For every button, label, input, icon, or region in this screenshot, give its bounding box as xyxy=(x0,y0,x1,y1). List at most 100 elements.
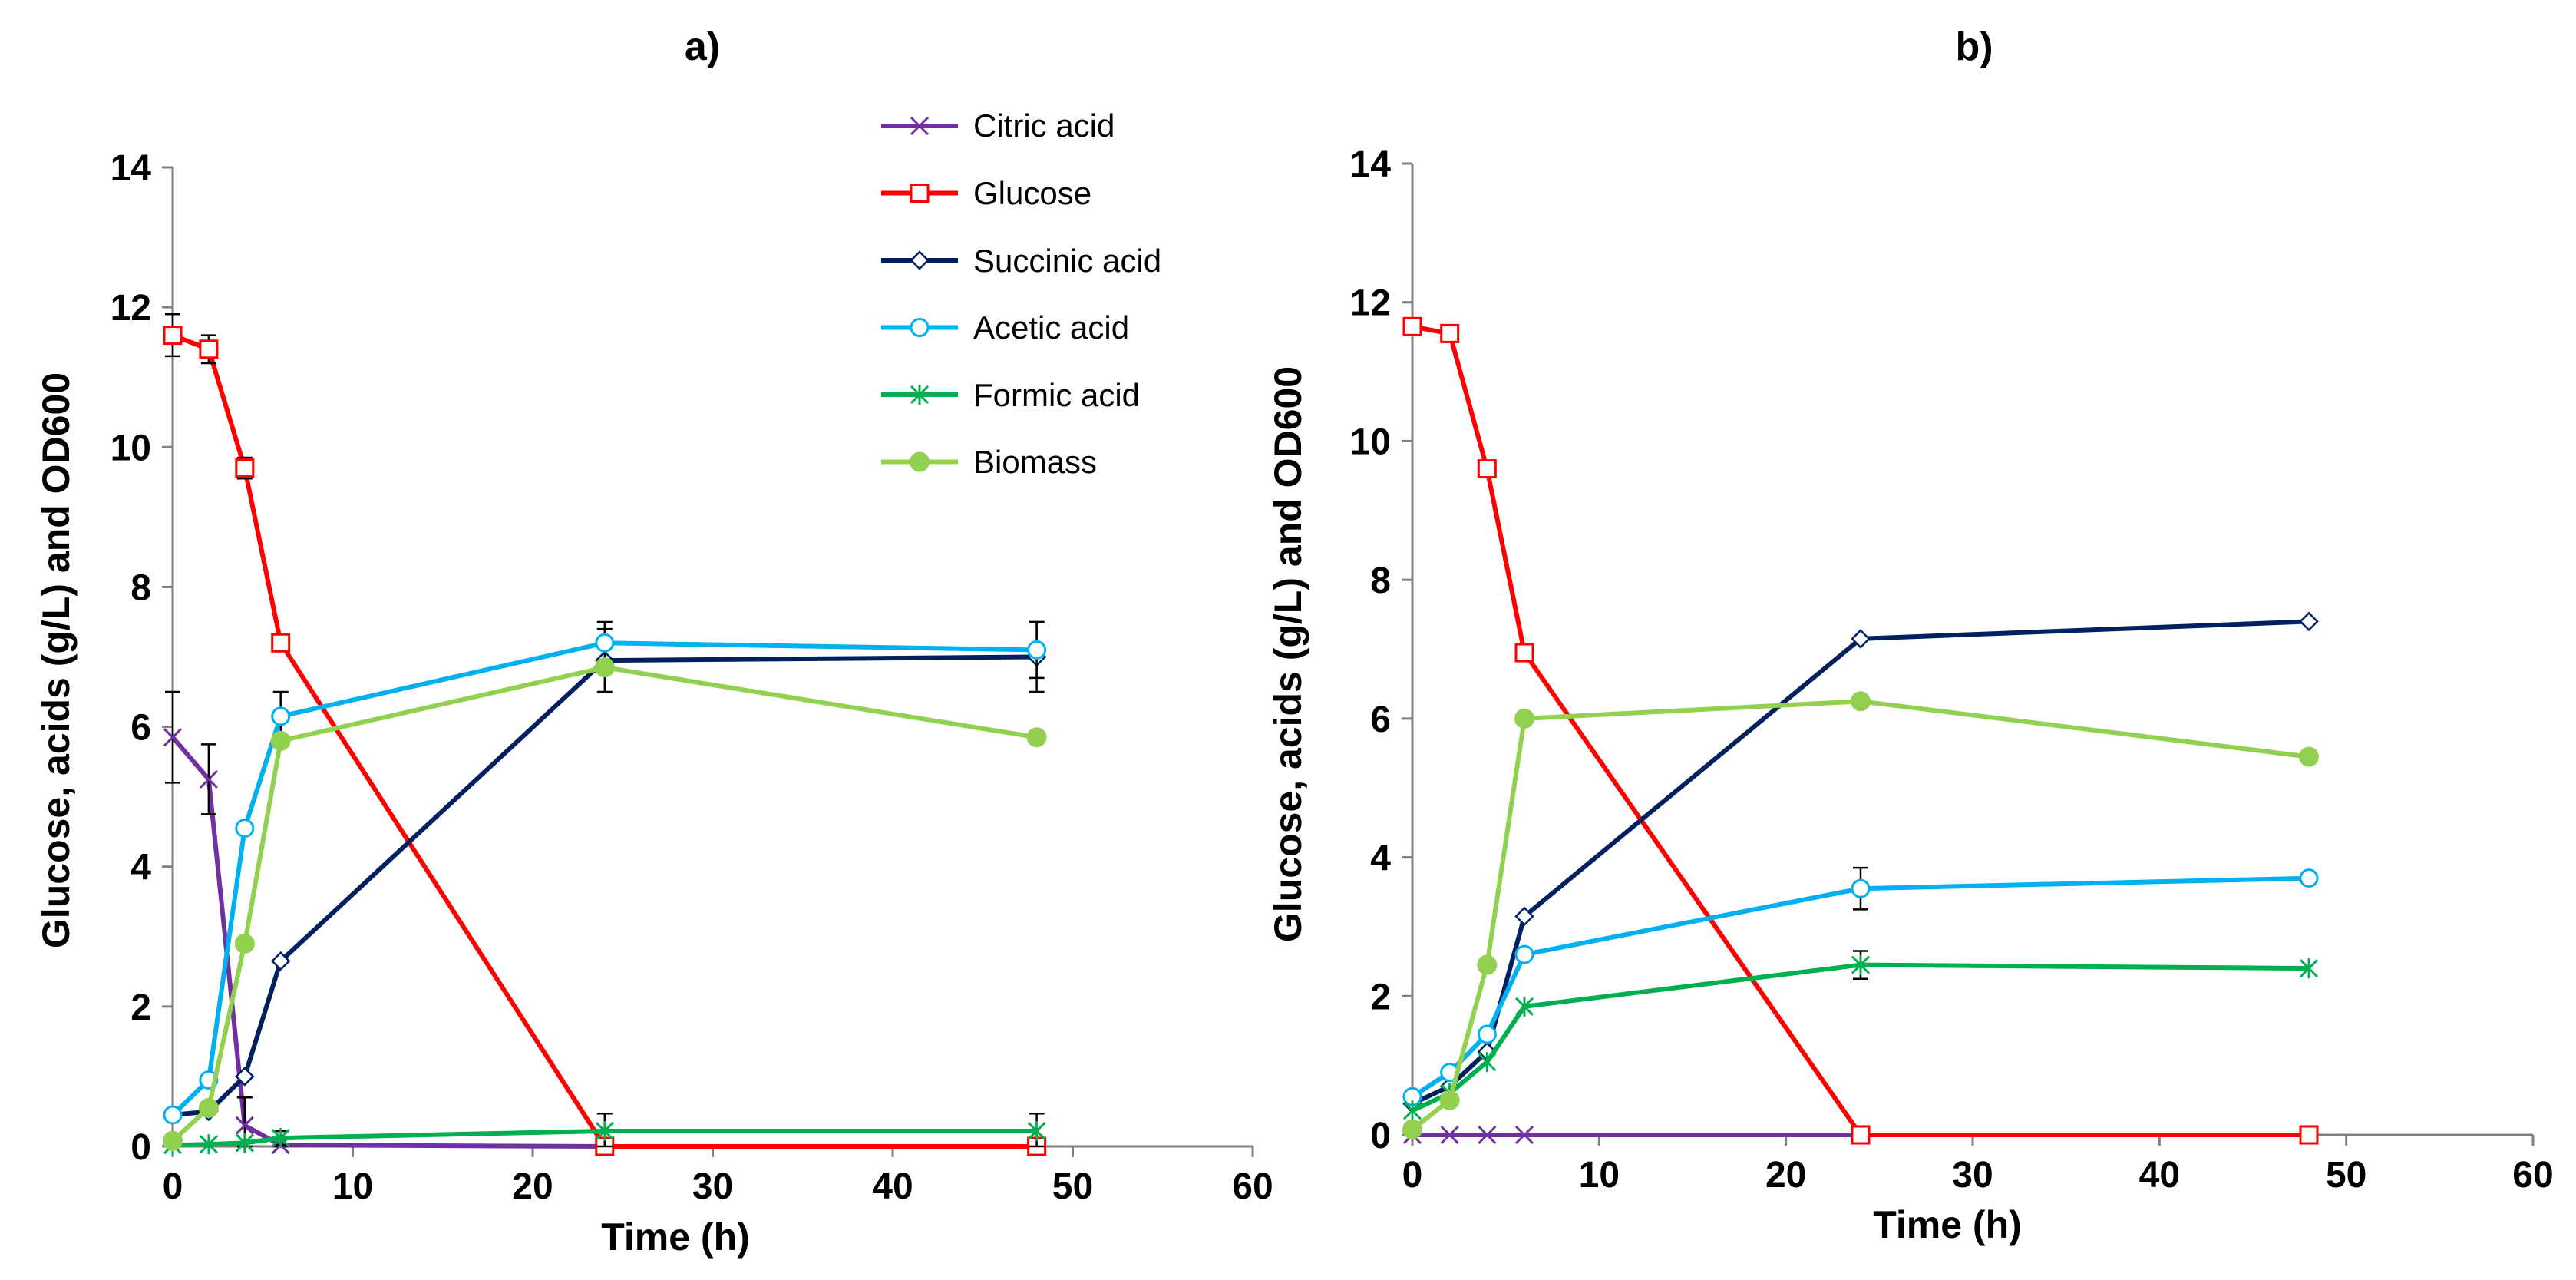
legend-entry-formic: Formic acid xyxy=(881,377,1140,413)
panel-b-succinic-point xyxy=(2299,611,2319,632)
panel-b-x-tick-label: 40 xyxy=(2139,1155,2180,1196)
panel-a-title: a) xyxy=(685,25,720,69)
panel-b-glucose-point xyxy=(1402,316,1422,336)
panel-b-biomass-point xyxy=(1439,1090,1460,1110)
legend-marker-citric xyxy=(910,116,930,136)
panel-b-citric-point xyxy=(1440,1125,1459,1145)
panel-b-citric-point xyxy=(1478,1125,1497,1145)
panel-a-series-acetic xyxy=(163,620,1047,1125)
panel-b-succinic-point xyxy=(1851,629,1871,649)
panel-a-y-axis-title: Glucose, acids (g/L) and OD600 xyxy=(35,372,78,948)
panel-a-acetic-line xyxy=(170,640,1037,1117)
panel-b-y-axis-title: Glucose, acids (g/L) and OD600 xyxy=(1267,366,1309,942)
panel-a-series-citric xyxy=(163,690,1046,1156)
panel-b-glucose-point xyxy=(1851,1125,1871,1145)
panel-a-succinic-point xyxy=(270,951,291,971)
panel-b-acetic-point xyxy=(1514,944,1534,964)
panel-a-glucose-point xyxy=(199,339,219,359)
panel-a-formic-point xyxy=(199,1134,218,1155)
panel-a-y-tick-label: 8 xyxy=(130,567,151,608)
panel-b-y-tick-label: 4 xyxy=(1370,838,1391,879)
panel-a-y-tick-label: 10 xyxy=(111,428,151,468)
panel-a-formic-point xyxy=(595,1120,614,1141)
panel-b-biomass-point xyxy=(1851,691,1871,712)
legend-line-formic xyxy=(881,385,958,405)
panel-b-series-succinic xyxy=(1402,611,2319,1114)
legend-entry-biomass: Biomass xyxy=(881,444,1097,480)
panel-b-y-tick-label: 2 xyxy=(1370,977,1391,1017)
panel-a-y-tick-label: 4 xyxy=(130,848,151,888)
panel-b-series-glucose xyxy=(1402,316,2319,1145)
panel-a-x-tick-label: 10 xyxy=(332,1166,373,1207)
panel-b-series-acetic xyxy=(1402,866,2319,1106)
panel-b-x-axis-title: Time (h) xyxy=(1873,1203,2022,1246)
panel-a-x-tick-label: 30 xyxy=(692,1166,733,1207)
panel-b-series-biomass xyxy=(1402,691,2319,1139)
panel-a-x-tick-label: 50 xyxy=(1052,1166,1093,1207)
panel-a-series-succinic xyxy=(163,620,1047,1125)
panel-a-y-tick-label: 0 xyxy=(130,1127,151,1168)
panel-a-biomass-line xyxy=(170,665,1038,1143)
legend-marker-succinic xyxy=(910,250,930,270)
panel-b-y-tick-label: 14 xyxy=(1350,144,1392,185)
legend: Citric acid Glucose Succinic acid Acetic… xyxy=(881,107,1161,480)
legend-entry-succinic: Succinic acid xyxy=(881,243,1161,279)
panel-a-biomass-point xyxy=(270,730,291,751)
panel-b-title: b) xyxy=(1955,25,1993,69)
panel-a-citric-point xyxy=(163,728,183,747)
panel-a-y-tick-label: 14 xyxy=(111,148,152,189)
legend-marker-biomass xyxy=(910,451,930,472)
panel-a-x-tick-label: 0 xyxy=(163,1166,183,1207)
panel-a-glucose-point xyxy=(163,326,183,346)
legend-line-succinic xyxy=(881,250,958,270)
panel-b-formic-line xyxy=(1411,962,2310,1113)
panel-a-succinic-point xyxy=(235,1067,255,1087)
legend-label-citric: Citric acid xyxy=(973,107,1115,144)
panel-a-y-tick-label: 2 xyxy=(130,987,151,1028)
panel-b-y-tick-label: 10 xyxy=(1350,422,1391,462)
panel-b-axes: 0 2 4 6 8 10 12 14 0 10 20 30 40 50 60 xyxy=(1350,144,2554,1196)
legend-label-biomass: Biomass xyxy=(973,444,1097,480)
panel-a-series-glucose xyxy=(163,313,1047,1156)
panel-a-y-tick-label: 12 xyxy=(111,288,151,329)
panel-b-glucose-line xyxy=(1412,324,2309,1137)
panel-b-biomass-point xyxy=(1514,708,1534,729)
panel-a-glucose-point xyxy=(235,458,255,478)
legend-line-citric xyxy=(881,116,958,136)
panel-b: b) Glucose, acids (g/L) and OD600 Time (… xyxy=(1267,25,2554,1246)
legend-label-formic: Formic acid xyxy=(973,377,1140,413)
panel-a-series-biomass xyxy=(163,657,1047,1151)
panel-a-biomass-point xyxy=(163,1130,183,1151)
panel-b-citric-point xyxy=(1514,1125,1534,1145)
panel-b-biomass-point xyxy=(1477,954,1498,975)
panel-b-acetic-point xyxy=(2299,868,2319,888)
panel-a-formic-point xyxy=(235,1133,254,1153)
panel-a-succinic-line xyxy=(172,654,1037,1117)
panel-b-succinic-point xyxy=(1514,906,1534,927)
panel-b-x-tick-label: 60 xyxy=(2512,1155,2553,1196)
panel-a-formic-point xyxy=(1027,1120,1046,1141)
legend-line-biomass xyxy=(881,451,958,472)
panel-a-y-tick-label: 6 xyxy=(130,708,151,749)
panel-b-series-formic xyxy=(1402,950,2319,1121)
legend-label-succinic: Succinic acid xyxy=(973,243,1161,279)
legend-label-glucose: Glucose xyxy=(973,175,1091,211)
panel-b-y-tick-label: 12 xyxy=(1350,283,1391,324)
panel-a-glucose-line xyxy=(171,332,1037,1149)
panel-a-acetic-point xyxy=(1027,640,1047,660)
panel-b-x-tick-label: 30 xyxy=(1952,1155,1993,1196)
panel-b-glucose-point xyxy=(2299,1125,2319,1145)
legend-label-acetic: Acetic acid xyxy=(973,309,1129,346)
panel-a: a) Glucose, acids (g/L) and OD600 Time (… xyxy=(35,25,1273,1259)
panel-b-formic-point xyxy=(1478,1052,1497,1073)
panel-b-x-tick-label: 50 xyxy=(2326,1155,2366,1196)
legend-line-acetic xyxy=(881,318,958,337)
legend-entry-acetic: Acetic acid xyxy=(881,309,1129,346)
panel-a-biomass-point xyxy=(594,657,615,678)
legend-marker-formic xyxy=(910,385,930,405)
panel-b-acetic-line xyxy=(1411,875,2310,1099)
panel-a-acetic-point xyxy=(595,633,615,653)
panel-b-acetic-point xyxy=(1477,1024,1497,1044)
panel-a-citric-point xyxy=(235,1116,254,1135)
panel-b-glucose-point xyxy=(1477,459,1497,479)
